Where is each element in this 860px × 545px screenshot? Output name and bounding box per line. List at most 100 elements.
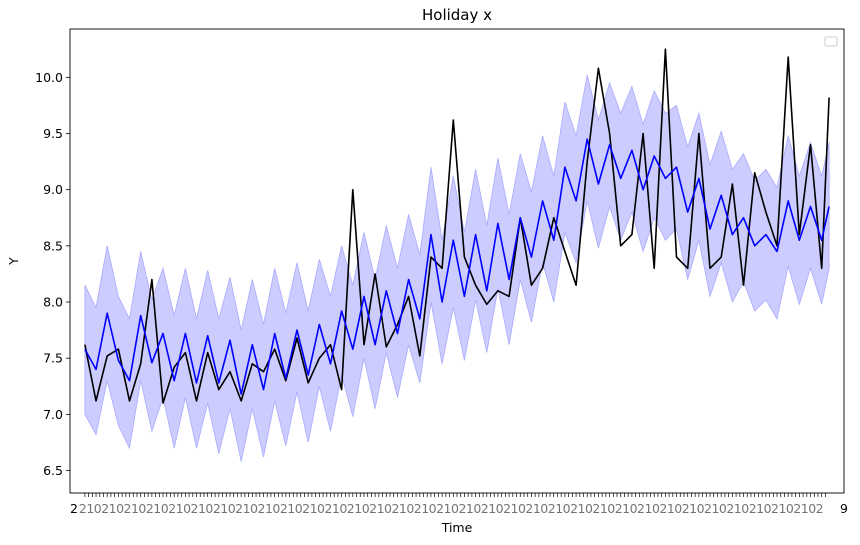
x-tick-label: 1: [533, 501, 541, 516]
x-tick-label: 2: [101, 501, 109, 516]
x-tick-label: 1: [220, 501, 228, 516]
x-tick-label: 1: [488, 501, 496, 516]
x-tick-label: 0: [764, 501, 772, 516]
x-tick-label: 0: [138, 501, 146, 516]
x-tick-label: 1: [801, 501, 809, 516]
y-tick-label: 8.0: [43, 295, 63, 310]
x-tick-label: 1: [600, 501, 608, 516]
y-tick-label: 9.0: [43, 182, 63, 197]
x-tick-label: 2: [79, 501, 87, 516]
x-tick-label: 2: [280, 501, 288, 516]
x-tick-label: 0: [250, 501, 258, 516]
x-tick-label: 0: [429, 501, 437, 516]
x-tick-label: 2: [235, 501, 243, 516]
x-tick-label: 0: [540, 501, 548, 516]
x-tick-label: 2: [324, 501, 332, 516]
x-tick-label: 2: [793, 501, 801, 516]
x-tick-label: 2: [704, 501, 712, 516]
x-tick-label: 0: [116, 501, 124, 516]
x-tick-label: 0: [384, 501, 392, 516]
x-tick-label: 0: [518, 501, 526, 516]
x-tick-label: 1: [466, 501, 474, 516]
x-tick-label: 2: [592, 501, 600, 516]
actual-series-line: [84, 48, 830, 404]
x-tick-label: 0: [295, 501, 303, 516]
x-tick-label-first: 2: [70, 501, 78, 516]
x-tick-label: 2: [146, 501, 154, 516]
forecast-series-line: [84, 138, 830, 395]
x-tick-label: 0: [406, 501, 414, 516]
x-tick-label: 0: [317, 501, 325, 516]
x-tick-label: 2: [771, 501, 779, 516]
x-tick-label: 2: [726, 501, 734, 516]
x-axis-title: Time: [441, 520, 473, 535]
x-tick-label: 1: [399, 501, 407, 516]
x-tick-label: 0: [674, 501, 682, 516]
x-tick-label: 1: [711, 501, 719, 516]
y-tick-label: 6.5: [43, 463, 63, 478]
x-tick-label: 2: [637, 501, 645, 516]
confidence-band: [84, 75, 830, 462]
x-tick-label: 2: [548, 501, 556, 516]
x-tick-label: 1: [109, 501, 117, 516]
x-tick-label: 0: [585, 501, 593, 516]
x-tick-label: 1: [377, 501, 385, 516]
x-tick-label: 2: [436, 501, 444, 516]
chart-title: Holiday x: [422, 6, 492, 24]
y-tick-label: 7.0: [43, 407, 63, 422]
x-tick-label: 1: [332, 501, 340, 516]
x-tick-label: 2: [682, 501, 690, 516]
x-tick-label: 2: [659, 501, 667, 516]
y-tick-label: 9.5: [43, 126, 63, 141]
x-tick-label: 2: [369, 501, 377, 516]
x-tick-label: 1: [176, 501, 184, 516]
x-tick-label: 0: [563, 501, 571, 516]
x-tick-label: 0: [272, 501, 280, 516]
x-tick-label: 1: [153, 501, 161, 516]
x-tick-label: 0: [808, 501, 816, 516]
x-tick-label: 2: [481, 501, 489, 516]
x-tick-label: 0: [496, 501, 504, 516]
x-tick-label: 1: [622, 501, 630, 516]
x-tick-label: 0: [451, 501, 459, 516]
legend-box: [824, 36, 838, 47]
x-tick-label: 1: [778, 501, 786, 516]
x-tick-label: 2: [503, 501, 511, 516]
x-tick-label: 1: [421, 501, 429, 516]
x-tick-label: 0: [183, 501, 191, 516]
x-tick-label: 0: [741, 501, 749, 516]
x-tick-label: 2: [302, 501, 310, 516]
x-tick-label: 1: [667, 501, 675, 516]
x-tick-label: 1: [265, 501, 273, 516]
x-tick-label: 0: [697, 501, 705, 516]
x-tick-label: 1: [131, 501, 139, 516]
x-tick-label: 2: [213, 501, 221, 516]
x-tick-label: 0: [786, 501, 794, 516]
plot-area: [84, 48, 830, 462]
x-tick-label: 1: [756, 501, 764, 516]
x-tick-label: 1: [444, 501, 452, 516]
x-tick-label: 0: [94, 501, 102, 516]
x-tick-label: 1: [310, 501, 318, 516]
x-tick-label: 2: [191, 501, 199, 516]
y-axis-title: Y: [6, 257, 21, 266]
x-tick-label: 0: [362, 501, 370, 516]
x-tick-label: 1: [555, 501, 563, 516]
x-tick-label: 1: [287, 501, 295, 516]
x-tick-label: 0: [205, 501, 213, 516]
x-tick-label: 2: [124, 501, 132, 516]
x-tick-label: 2: [525, 501, 533, 516]
x-tick-label-last: 9: [840, 501, 848, 516]
y-tick-label: 7.5: [43, 351, 63, 366]
x-tick-label: 0: [607, 501, 615, 516]
x-tick-label: 0: [228, 501, 236, 516]
x-tick-label: 0: [339, 501, 347, 516]
x-tick-label: 2: [347, 501, 355, 516]
x-tick-label: 2: [749, 501, 757, 516]
x-tick-label: 2: [615, 501, 623, 516]
x-tick-label: 2: [391, 501, 399, 516]
x-tick-label: 1: [734, 501, 742, 516]
y-tick-label: 10.0: [35, 70, 63, 85]
